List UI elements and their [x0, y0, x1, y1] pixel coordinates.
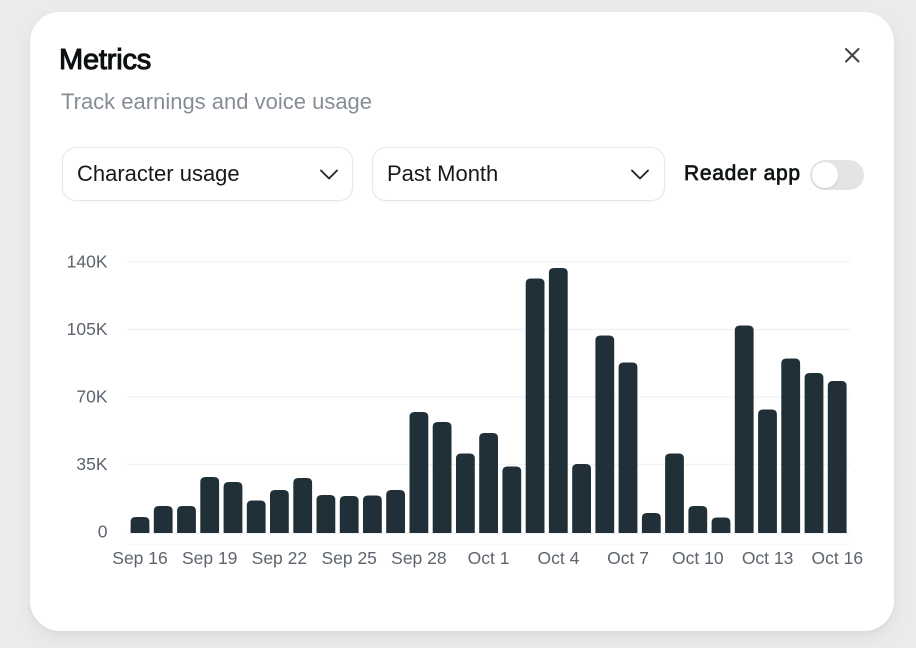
svg-text:Oct 16: Oct 16	[812, 548, 864, 568]
svg-text:105K: 105K	[67, 319, 108, 339]
svg-text:Oct 1: Oct 1	[468, 548, 510, 568]
svg-text:Oct 10: Oct 10	[672, 548, 724, 568]
svg-text:0: 0	[98, 522, 108, 542]
svg-text:Sep 16: Sep 16	[112, 548, 167, 568]
svg-text:Sep 19: Sep 19	[182, 548, 237, 568]
svg-text:Sep 25: Sep 25	[321, 548, 376, 568]
svg-text:70K: 70K	[76, 387, 107, 407]
svg-text:140K: 140K	[67, 252, 108, 272]
svg-text:Oct 4: Oct 4	[537, 548, 579, 568]
svg-text:Oct 7: Oct 7	[607, 548, 649, 568]
svg-text:35K: 35K	[76, 454, 107, 474]
svg-text:Sep 28: Sep 28	[391, 548, 446, 568]
svg-text:Oct 13: Oct 13	[742, 548, 794, 568]
svg-text:Sep 22: Sep 22	[252, 548, 307, 568]
